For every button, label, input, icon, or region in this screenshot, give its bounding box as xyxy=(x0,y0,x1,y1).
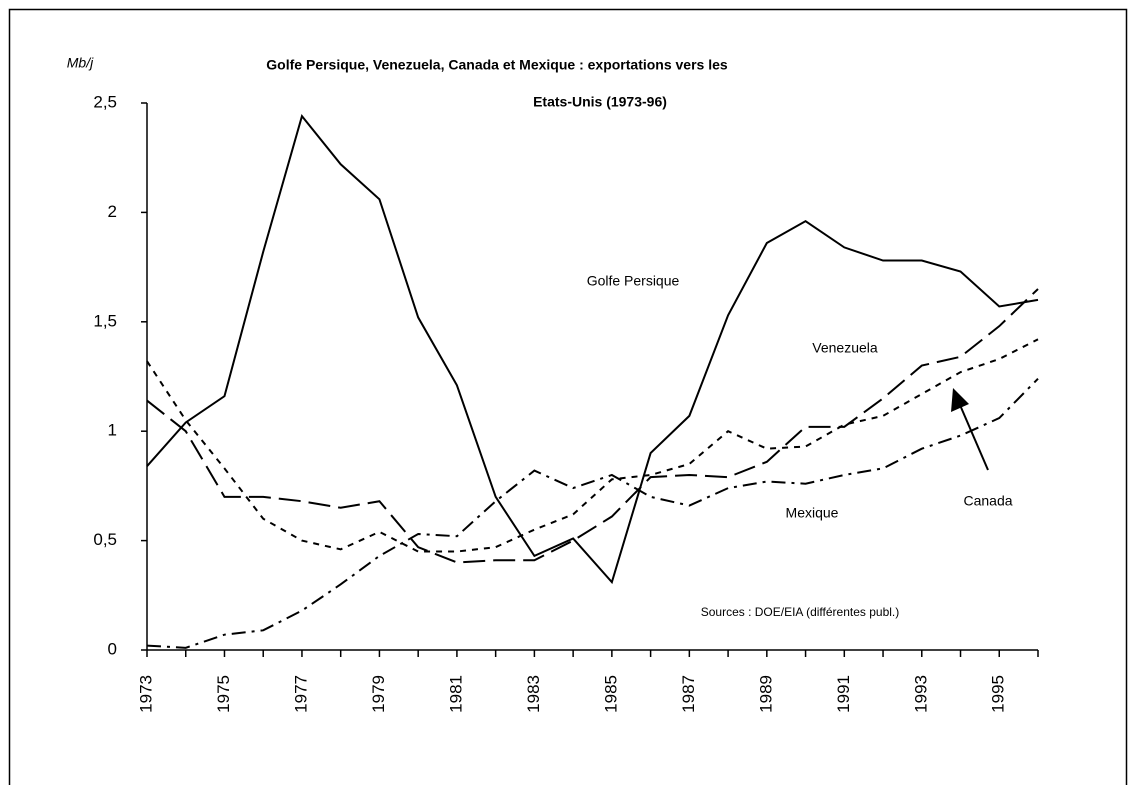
series-label: Canada xyxy=(963,493,1012,509)
x-tick-label: 1995 xyxy=(989,675,1008,713)
x-tick-label: 1973 xyxy=(136,675,155,713)
x-tick-label: 1977 xyxy=(291,675,310,713)
chart-title: Golfe Persique, Venezuela, Canada et Mex… xyxy=(266,57,728,73)
y-tick-label: 2,5 xyxy=(93,92,117,111)
series-label: Venezuela xyxy=(812,340,878,356)
x-tick-label: 1975 xyxy=(214,675,233,713)
arrow xyxy=(951,388,989,471)
series-line xyxy=(146,377,1039,649)
series-label: Mexique xyxy=(786,505,839,521)
series-line xyxy=(146,338,1039,553)
y-tick-label: 2 xyxy=(108,202,117,221)
x-tick-label: 1979 xyxy=(369,675,388,713)
series-line xyxy=(146,288,1039,564)
series-line xyxy=(146,113,1039,585)
frame xyxy=(8,8,1128,785)
y-tick-label: 0 xyxy=(108,639,117,658)
x-tick-label: 1987 xyxy=(679,675,698,713)
x-tick-label: 1981 xyxy=(446,675,465,713)
x-tick-label: 1993 xyxy=(911,675,930,713)
y-axis-label: Mb/j xyxy=(67,55,94,71)
y-tick-label: 0,5 xyxy=(93,530,117,549)
chart-title: Etats-Unis (1973-96) xyxy=(533,94,667,110)
series-label: Golfe Persique xyxy=(587,273,680,289)
x-tick-label: 1991 xyxy=(834,675,853,713)
x-tick-label: 1985 xyxy=(601,675,620,713)
y-tick-label: 1 xyxy=(108,421,117,440)
y-tick-label: 1,5 xyxy=(93,311,117,330)
annotation: Sources : DOE/EIA (différentes publ.) xyxy=(701,605,900,619)
x-tick-label: 1983 xyxy=(524,675,543,713)
x-tick-label: 1989 xyxy=(756,675,775,713)
